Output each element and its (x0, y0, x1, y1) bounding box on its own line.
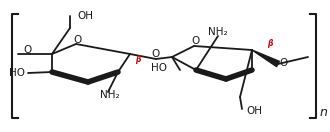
Text: OH: OH (77, 11, 93, 21)
Text: O: O (73, 35, 81, 45)
Text: OH: OH (246, 106, 262, 116)
Text: n: n (320, 105, 328, 119)
Text: O: O (279, 58, 287, 68)
Polygon shape (252, 50, 280, 67)
Text: HO: HO (151, 63, 167, 73)
Text: O: O (23, 45, 31, 55)
Text: NH₂: NH₂ (100, 90, 120, 100)
Text: β: β (135, 55, 141, 65)
Text: O: O (191, 36, 199, 46)
Text: β: β (267, 39, 273, 48)
Text: HO: HO (9, 68, 25, 78)
Text: O: O (151, 49, 159, 59)
Text: NH₂: NH₂ (208, 27, 228, 37)
